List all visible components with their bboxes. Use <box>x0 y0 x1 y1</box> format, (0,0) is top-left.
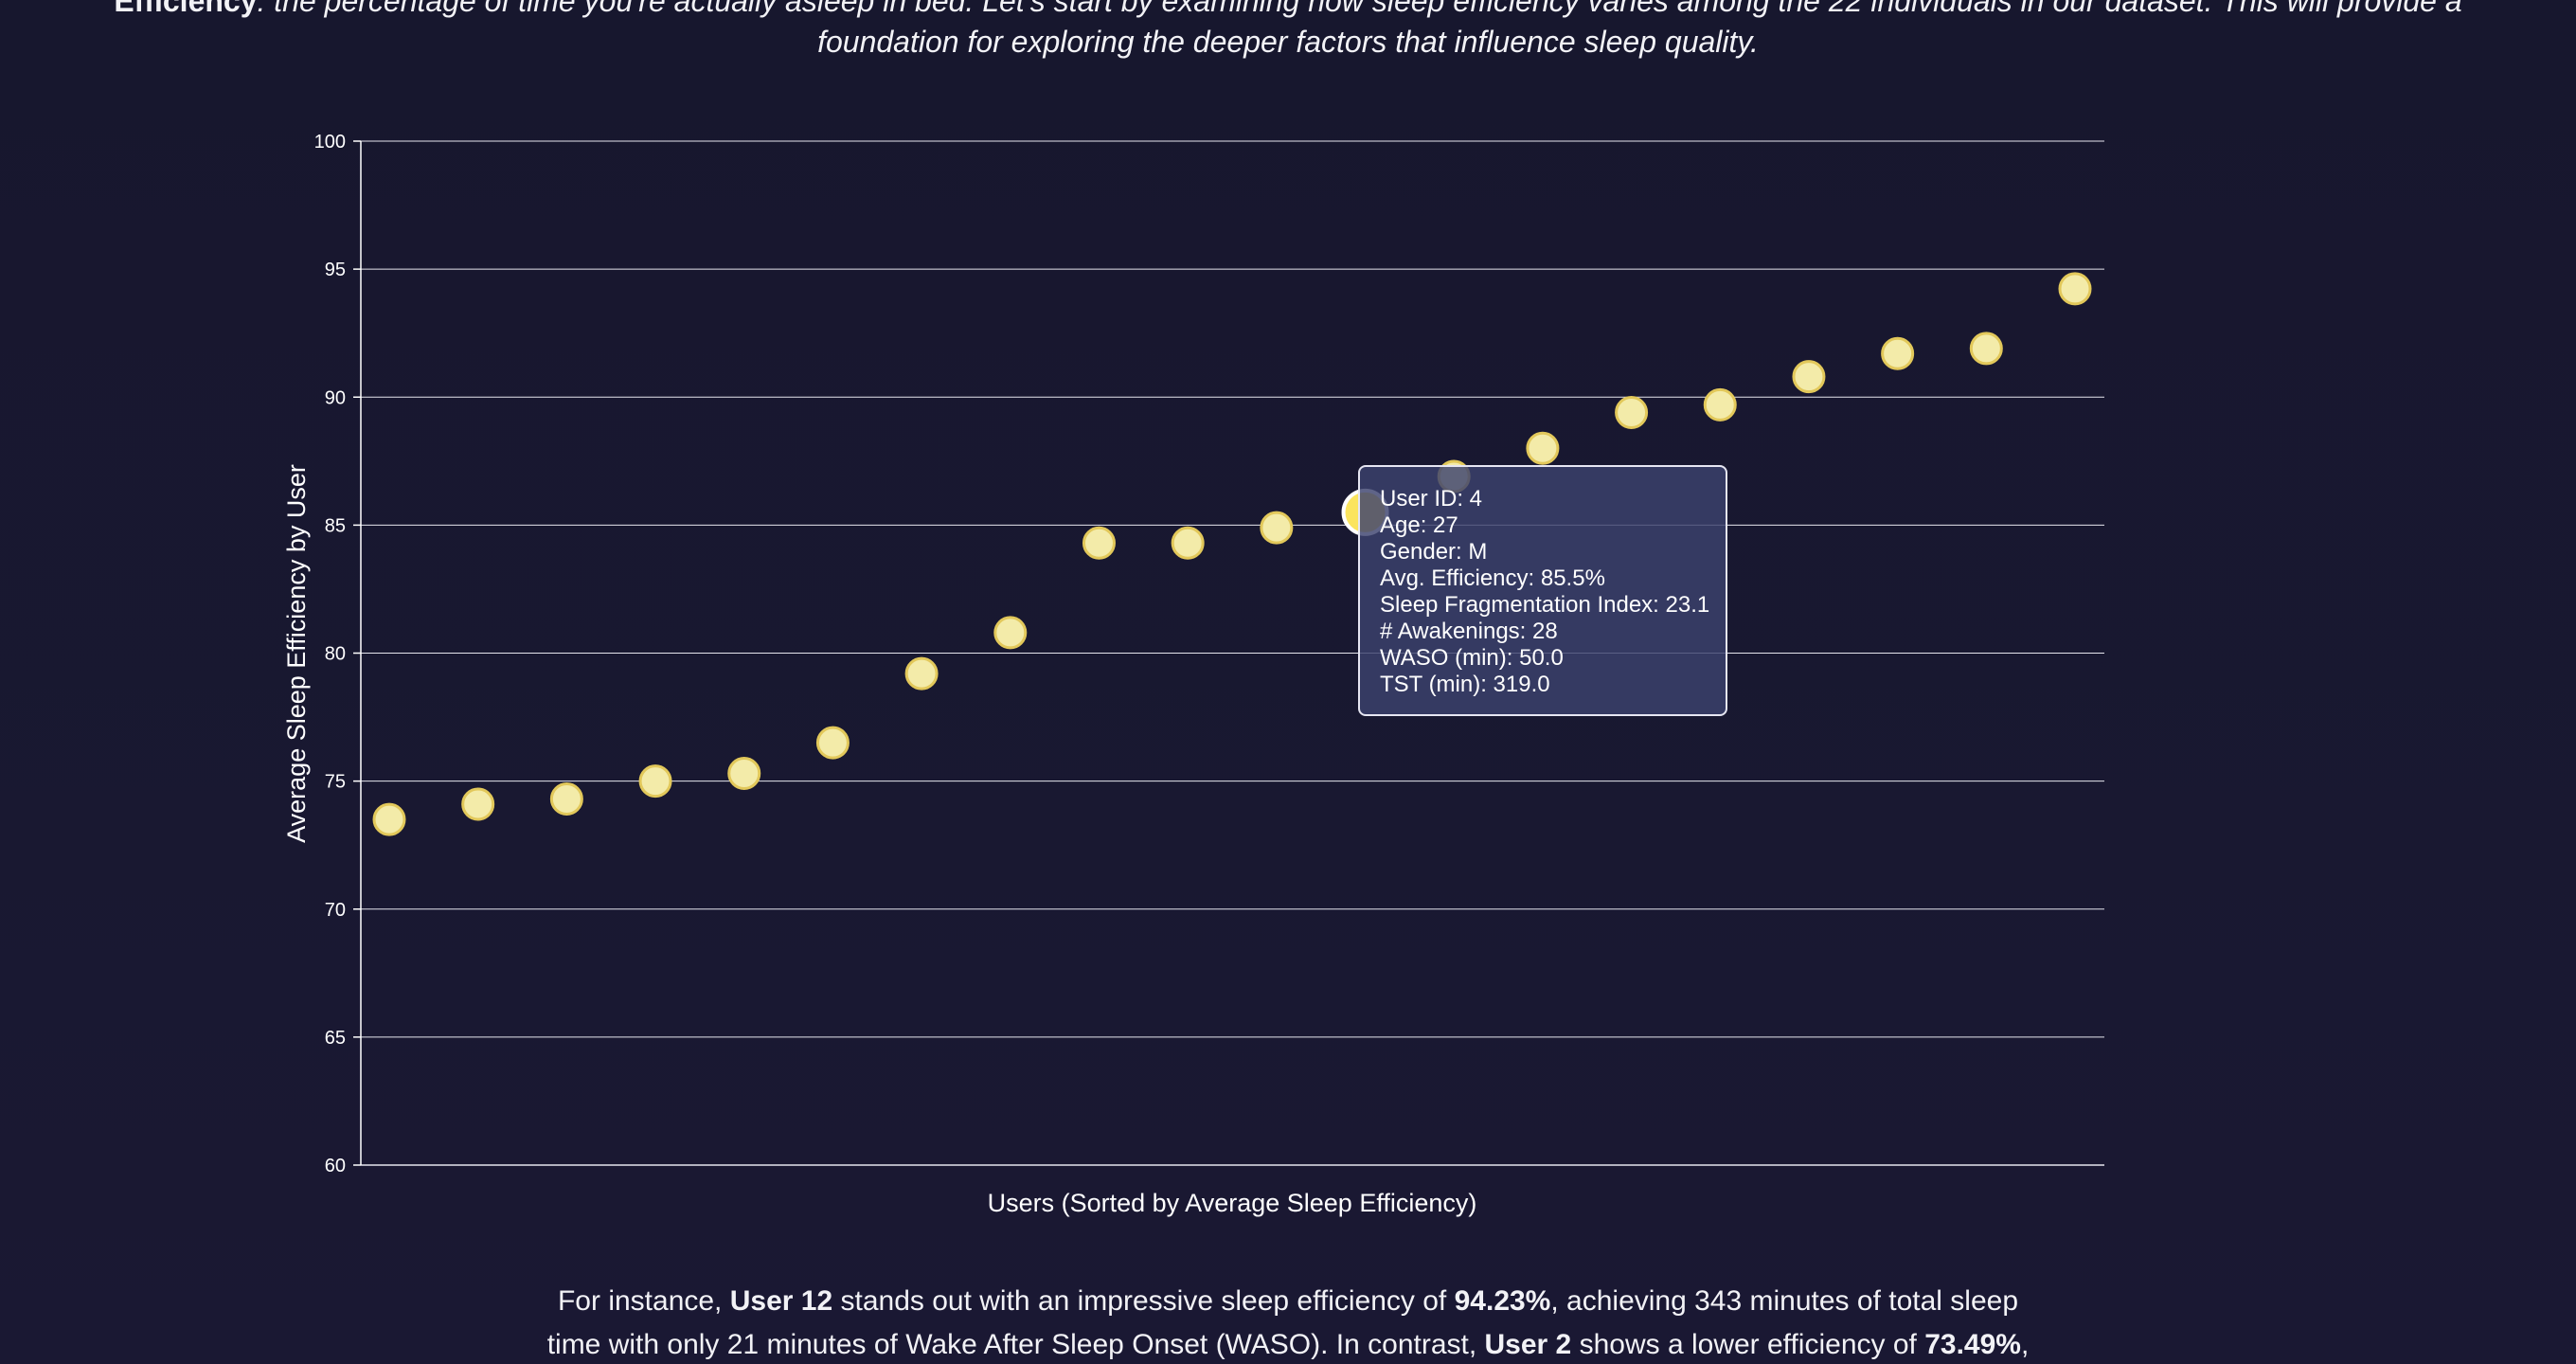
outro-text-span: stands out with an impressive sleep effi… <box>832 1285 1455 1317</box>
tooltip-fragmentation: Sleep Fragmentation Index: 23.1 <box>1380 592 1710 618</box>
outro-text-line-2: time with only 21 minutes of Wake After … <box>0 1323 2576 1364</box>
sleep-efficiency-scatter-chart: 60 65 70 75 80 85 90 95 100 Average Sleep Effici… <box>282 132 2104 1217</box>
outro-text-span: For instance, <box>557 1285 730 1317</box>
x-axis-title: Users (Sorted by Average Sleep Efficienc… <box>988 1189 1477 1217</box>
tooltip-waso: WASO (min): 50.0 <box>1380 645 1564 671</box>
intro-line-1-text: : the percentage of time you're actually… <box>257 0 2462 18</box>
data-point[interactable] <box>372 802 406 836</box>
y-tick-label: 85 <box>325 515 346 536</box>
outro-text-span: shows a lower efficiency of <box>1571 1329 1925 1360</box>
outro-highlight-efficiency-low: 73.49% <box>1924 1329 2021 1360</box>
data-point[interactable] <box>1792 360 1826 394</box>
data-point[interactable] <box>1881 336 1915 370</box>
y-axis: 60 65 70 75 80 85 90 95 100 <box>314 132 362 1176</box>
y-axis-title: Average Sleep Efficiency by User <box>282 464 311 843</box>
outro-highlight-efficiency-high: 94.23% <box>1454 1285 1551 1317</box>
data-point[interactable] <box>1969 332 2003 366</box>
intro-lead-term: Efficiency <box>114 0 258 18</box>
data-point[interactable] <box>638 764 672 799</box>
y-tick-label: 90 <box>325 387 346 408</box>
data-point[interactable] <box>815 726 850 760</box>
data-point[interactable] <box>1082 526 1116 560</box>
tooltip-user-id: User ID: 4 <box>1380 486 1483 512</box>
outro-text-line-1: For instance, User 12 stands out with an… <box>0 1280 2576 1323</box>
outro-text-span: , <box>2020 1329 2030 1360</box>
tooltip-tst: TST (min): 319.0 <box>1380 672 1550 697</box>
y-tick-label: 75 <box>325 772 346 793</box>
grid-lines <box>361 140 2104 1166</box>
y-tick-label: 70 <box>325 900 346 921</box>
data-point[interactable] <box>1615 395 1649 429</box>
y-tick-label: 95 <box>325 260 346 280</box>
y-tick-label: 60 <box>325 1156 346 1176</box>
tooltip-gender: Gender: M <box>1380 539 1488 565</box>
data-point[interactable] <box>993 616 1028 650</box>
intro-text-line-2: foundation for exploring the deeper fact… <box>0 20 2576 63</box>
data-points <box>372 272 2092 836</box>
data-point[interactable] <box>1260 511 1294 545</box>
data-point-tooltip: User ID: 4 Age: 27 Gender: M Avg. Effici… <box>1358 465 1727 716</box>
intro-text-line-1: Efficiency: the percentage of time you'r… <box>0 0 2576 23</box>
tooltip-awakenings: # Awakenings: 28 <box>1380 619 1558 644</box>
outro-text-span: time with only 21 minutes of Wake After … <box>546 1329 1485 1360</box>
data-point[interactable] <box>2058 272 2092 306</box>
outro-highlight-user-2: User 2 <box>1484 1329 1572 1360</box>
data-point[interactable] <box>727 757 761 791</box>
y-tick-label: 80 <box>325 644 346 665</box>
tooltip-age: Age: 27 <box>1380 512 1458 538</box>
y-tick-label: 100 <box>314 132 346 153</box>
data-point[interactable] <box>1171 526 1205 560</box>
intro-line-2-text: foundation for exploring the deeper fact… <box>817 25 1759 59</box>
data-point[interactable] <box>461 787 495 821</box>
outro-text-span: , achieving 343 minutes of total sleep <box>1550 1285 2018 1317</box>
data-point[interactable] <box>904 656 939 691</box>
y-tick-label: 65 <box>325 1028 346 1049</box>
data-point[interactable] <box>549 782 583 817</box>
outro-highlight-user-12: User 12 <box>729 1285 833 1317</box>
data-point[interactable] <box>1703 387 1737 422</box>
tooltip-efficiency: Avg. Efficiency: 85.5% <box>1380 565 1605 591</box>
data-point[interactable] <box>1526 431 1560 465</box>
